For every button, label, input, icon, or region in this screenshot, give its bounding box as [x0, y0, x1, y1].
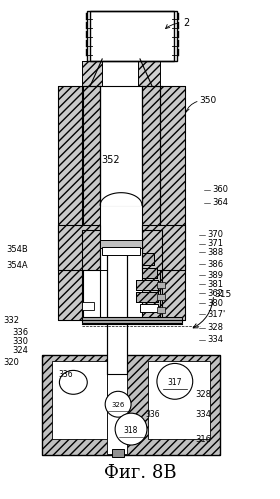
Text: 380: 380	[207, 298, 223, 307]
Bar	[157, 294, 165, 300]
Text: 352: 352	[101, 156, 120, 166]
Bar	[59, 225, 100, 270]
Bar	[142, 253, 154, 265]
Ellipse shape	[59, 370, 87, 394]
Text: 328: 328	[207, 323, 223, 332]
Text: 350: 350	[200, 96, 217, 105]
Bar	[90, 11, 174, 61]
Text: 2: 2	[183, 18, 189, 28]
Text: 336: 336	[59, 370, 73, 379]
Bar	[107, 325, 127, 454]
Bar	[136, 292, 158, 302]
Bar	[102, 247, 140, 255]
Text: 317: 317	[167, 378, 182, 387]
Text: 381: 381	[207, 280, 223, 289]
Text: 316: 316	[196, 435, 212, 444]
Text: 336: 336	[145, 410, 160, 419]
Bar	[43, 355, 220, 455]
Bar	[82, 317, 182, 323]
Bar	[136, 292, 158, 302]
Circle shape	[105, 391, 131, 417]
Bar	[136, 280, 158, 290]
Bar	[52, 361, 107, 439]
Text: 388: 388	[207, 248, 223, 257]
Bar	[136, 280, 158, 290]
Bar	[82, 302, 94, 310]
Bar	[160, 86, 185, 320]
Bar	[82, 86, 100, 230]
Bar	[100, 240, 142, 248]
Text: 317': 317'	[207, 309, 225, 318]
Circle shape	[115, 413, 147, 445]
Text: 354B: 354B	[6, 245, 28, 254]
Text: Фиг. 8В: Фиг. 8В	[104, 464, 176, 482]
Text: 370: 370	[207, 230, 223, 239]
Bar	[59, 225, 100, 270]
Text: 326: 326	[111, 402, 125, 408]
Text: 318: 318	[124, 426, 138, 435]
Text: 386: 386	[207, 260, 223, 269]
Bar	[82, 270, 107, 320]
Bar	[100, 86, 142, 205]
Bar	[138, 61, 160, 86]
Bar	[157, 307, 165, 313]
Text: 336: 336	[12, 328, 28, 337]
Text: 354A: 354A	[6, 261, 28, 270]
Text: 334: 334	[207, 335, 223, 344]
Text: 332: 332	[3, 315, 20, 324]
Bar	[142, 253, 154, 265]
Bar	[112, 449, 124, 457]
Bar	[82, 230, 100, 320]
Circle shape	[157, 363, 193, 399]
Text: 389: 389	[207, 271, 223, 280]
Text: 371: 371	[207, 239, 223, 248]
Bar	[43, 355, 220, 455]
Bar	[82, 86, 100, 230]
Bar	[160, 86, 185, 320]
Text: 328: 328	[196, 390, 212, 399]
Bar	[142, 230, 162, 320]
Bar	[142, 86, 160, 230]
Bar	[59, 86, 83, 320]
Bar	[142, 225, 185, 270]
Bar	[157, 282, 165, 288]
Bar	[87, 11, 177, 61]
Text: 315: 315	[215, 290, 232, 299]
Text: 330: 330	[12, 337, 28, 346]
Bar	[148, 361, 210, 439]
Text: 334: 334	[196, 410, 212, 419]
Bar	[82, 230, 100, 320]
Bar	[59, 86, 83, 320]
Bar	[82, 61, 102, 86]
Bar	[142, 268, 157, 278]
Text: 364: 364	[213, 198, 228, 207]
Bar	[142, 268, 157, 278]
Text: 324: 324	[12, 346, 28, 355]
Bar	[142, 86, 160, 230]
Bar	[142, 225, 185, 270]
Text: 362: 362	[207, 289, 223, 298]
Bar	[140, 304, 158, 312]
Bar	[107, 245, 127, 374]
Bar	[142, 230, 162, 320]
Text: 320: 320	[3, 358, 19, 367]
Text: 360: 360	[213, 186, 228, 195]
